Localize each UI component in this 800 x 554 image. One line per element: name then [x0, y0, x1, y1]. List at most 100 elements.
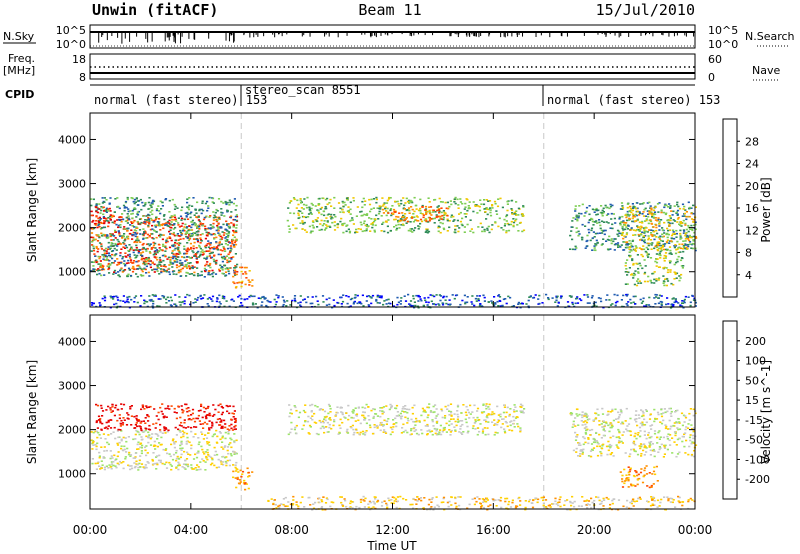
scatter-cell [610, 239, 613, 242]
scatter-cell [665, 303, 668, 306]
scatter-cell [679, 238, 682, 240]
scatter-cell [436, 206, 439, 208]
scatter-cell [162, 223, 165, 225]
scatter-cell [428, 201, 431, 203]
scatter-cell [159, 212, 162, 215]
scatter-cell [645, 251, 648, 254]
scatter-cell [205, 456, 208, 459]
scatter-cell [109, 214, 112, 216]
scatter-cell [366, 295, 369, 298]
scatter-cell [175, 417, 178, 420]
scatter-cell [650, 248, 653, 250]
scatter-cell [90, 250, 93, 252]
scatter-cell [232, 281, 235, 283]
scatter-cell [142, 228, 145, 230]
scatter-cell [452, 220, 455, 222]
scatter-cell [485, 420, 488, 423]
scatter-cell [670, 210, 673, 212]
scatter-cell [676, 209, 680, 212]
scatter-cell [222, 202, 225, 204]
scatter-cell [111, 403, 114, 406]
scatter-cell [105, 409, 108, 411]
scatter-cell [136, 301, 139, 304]
scatter-cell [622, 249, 625, 251]
scatter-cell [234, 274, 237, 276]
scatter-cell [119, 423, 123, 425]
scatter-cell [690, 224, 693, 227]
scatter-cell [185, 432, 189, 435]
scatter-cell [413, 301, 416, 303]
scatter-cell [137, 469, 140, 471]
scatter-cell [157, 243, 160, 246]
scatter-cell [229, 216, 232, 219]
scatter-cell [143, 231, 146, 233]
scatter-cell [162, 448, 165, 451]
scatter-cell [625, 268, 628, 270]
scatter-cell [165, 269, 168, 272]
scatter-cell [329, 411, 332, 413]
scatter-cell [343, 222, 346, 225]
scatter-cell [163, 254, 166, 256]
scatter-cell [195, 261, 198, 263]
scatter-cell [302, 216, 306, 218]
scatter-cell [161, 249, 164, 252]
scatter-cell [201, 224, 204, 227]
scatter-cell [315, 295, 318, 298]
scatter-cell [209, 243, 212, 245]
scatter-cell [681, 257, 684, 260]
scatter-cell [346, 428, 349, 431]
scatter-cell [411, 228, 414, 230]
scatter-cell [137, 210, 141, 213]
scatter-cell [232, 245, 235, 247]
scatter-cell [212, 216, 215, 219]
scatter-cell [232, 470, 235, 473]
scatter-cell [180, 449, 183, 451]
scatter-cell [498, 217, 501, 220]
scatter-cell [607, 213, 610, 215]
scatter-cell [141, 438, 144, 441]
scatter-cell [161, 295, 164, 297]
scatter-cell [192, 458, 196, 460]
scatter-cell [151, 262, 154, 264]
scatter-cell [139, 427, 143, 430]
scatter-cell [224, 228, 227, 231]
scatter-cell [202, 218, 206, 221]
scatter-cell [308, 424, 312, 427]
scatter-cell [458, 213, 461, 215]
scatter-cell [133, 462, 136, 464]
scatter-cell [219, 253, 222, 256]
scatter-cell [391, 428, 394, 431]
scatter-cell [179, 444, 182, 447]
scatter-cell [240, 270, 243, 273]
scatter-cell [175, 220, 178, 222]
scatter-cell [407, 419, 410, 422]
scatter-cell [185, 227, 188, 229]
scatter-cell [625, 295, 628, 297]
scatter-cell [355, 228, 358, 231]
scatter-cell [300, 202, 303, 204]
scatter-cell [202, 451, 205, 453]
scatter-cell [359, 211, 362, 213]
scatter-cell [296, 199, 299, 202]
scatter-cell [225, 203, 228, 206]
scatter-cell [692, 239, 695, 241]
scatter-cell [359, 302, 362, 304]
scatter-cell [205, 250, 208, 252]
scatter-cell [409, 300, 413, 302]
scatter-cell [519, 302, 522, 305]
scatter-cell [187, 407, 190, 409]
scatter-cell [521, 213, 524, 215]
scatter-cell [574, 218, 577, 220]
scatter-cell [224, 268, 227, 270]
scatter-cell [306, 296, 310, 298]
scatter-cell [230, 423, 233, 426]
scatter-cell [626, 244, 629, 246]
scatter-cell [169, 463, 172, 466]
scatter-cell [256, 306, 259, 309]
scatter-cell [391, 205, 394, 207]
scatter-cell [226, 244, 229, 246]
scatter-cell [164, 432, 167, 434]
scatter-cell [641, 213, 644, 215]
scatter-cell [322, 421, 325, 424]
scatter-cell [135, 239, 138, 242]
